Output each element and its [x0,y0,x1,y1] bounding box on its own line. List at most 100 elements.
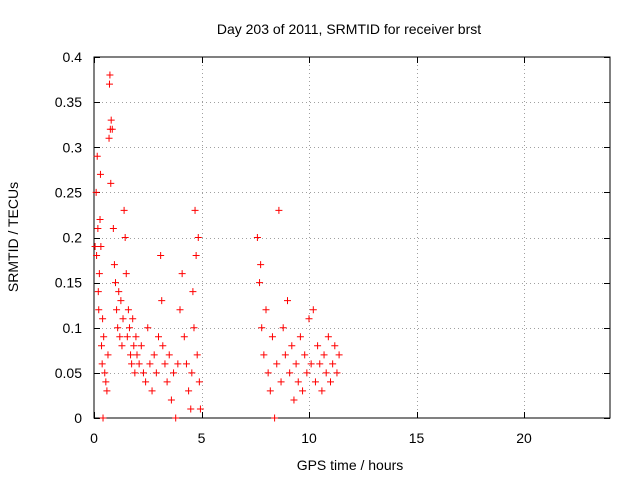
y-tick-label: 0.3 [63,139,83,155]
data-point [307,360,315,368]
data-point [97,243,105,251]
chart-title: Day 203 of 2011, SRMTID for receiver brs… [217,21,481,37]
axis-ticks [94,57,610,419]
data-point [99,315,107,323]
data-point [292,360,300,368]
data-point [290,396,298,404]
data-point [109,224,117,232]
data-point [301,351,309,359]
data-point [131,369,139,377]
data-point [95,306,103,314]
data-point [189,288,197,296]
y-tick-label: 0.15 [55,275,82,291]
data-point [165,351,173,359]
data-point [314,342,322,350]
y-tick-label: 0.35 [55,94,82,110]
data-point [286,369,294,377]
data-point [281,351,289,359]
data-point [108,125,116,133]
data-point [139,369,147,377]
plot-frame [93,56,611,419]
data-point [103,387,111,395]
data-point [322,369,330,377]
data-point [299,387,307,395]
y-tick-label: 0.2 [63,230,83,246]
data-point [93,252,101,260]
y-tick-label: 0.05 [55,365,82,381]
data-point [190,324,198,332]
data-point [191,206,199,214]
data-point [167,396,175,404]
data-point [95,270,103,278]
data-point [327,378,334,386]
data-point [105,80,113,88]
y-tick-label: 0 [74,410,82,426]
x-tick-label: 15 [409,430,425,446]
data-point [174,360,182,368]
data-point [192,252,200,260]
data-point [150,351,158,359]
y-tick-label: 0.25 [55,184,82,200]
data-point [110,261,118,269]
data-point [142,378,150,386]
data-point [296,333,304,341]
data-point [253,234,261,241]
data-point [99,414,107,422]
data-point [303,369,311,377]
data-point [125,324,133,332]
data-point [133,351,141,359]
data-point [260,351,268,359]
data-point [294,378,302,386]
data-point [187,405,195,413]
data-point [96,170,104,178]
data-point [329,360,337,368]
data-point [159,342,167,350]
data-point [114,324,122,332]
data-point [194,234,202,241]
data-point [129,315,137,323]
data-point [121,234,129,241]
data-point [195,378,203,386]
data-point [102,378,110,386]
data-point [266,387,274,395]
data-point [115,288,123,296]
data-points [91,71,343,422]
data-point [105,134,113,142]
data-point [284,297,291,305]
data-point [137,342,145,350]
tick-labels: 0 5 10 15 20 0 0.05 0.1 0.15 0.2 0.25 0.3 0.35 0.4 [55,49,532,446]
x-tick-label: 10 [301,430,317,446]
data-point [107,179,115,187]
data-point [271,414,279,422]
data-point [96,215,104,223]
data-point [100,333,108,341]
data-point [185,387,193,395]
data-point [106,71,114,79]
data-point [277,378,285,386]
data-point [333,369,341,377]
data-point [309,306,317,314]
data-point [92,188,100,196]
data-point [122,270,130,278]
data-point [127,351,135,359]
y-tick-label: 0.4 [63,49,83,65]
y-axis-label: SRMTID / TECUs [5,182,21,292]
data-point [258,324,266,332]
data-point [262,306,270,314]
data-point [107,116,115,124]
data-point [158,297,166,305]
y-tick-label: 0.1 [63,320,83,336]
data-point [335,351,343,359]
data-point [311,378,319,386]
data-point [119,315,127,323]
x-tick-label: 5 [198,430,206,446]
data-point [144,324,152,332]
x-tick-label: 0 [90,430,98,446]
data-point [130,342,138,350]
data-point [264,369,272,377]
data-point [316,360,324,368]
data-point [132,333,140,341]
data-point [170,369,178,377]
data-point [161,360,169,368]
